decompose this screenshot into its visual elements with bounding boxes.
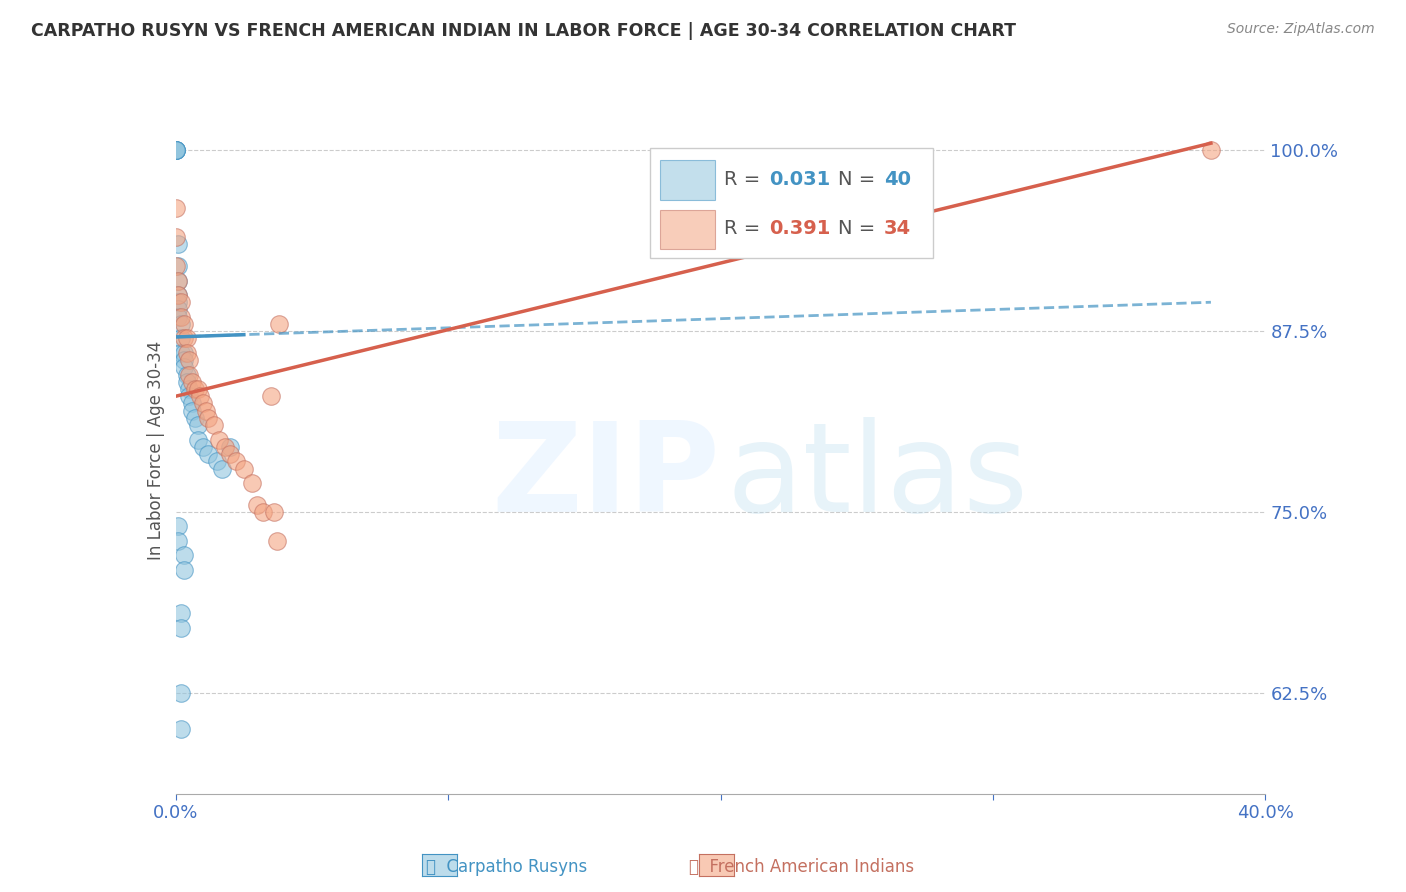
Text: 34: 34	[884, 219, 911, 238]
Point	[186, 382, 209, 396]
Point	[170, 606, 193, 620]
Point	[165, 201, 187, 215]
FancyBboxPatch shape	[659, 210, 716, 249]
FancyBboxPatch shape	[659, 161, 716, 200]
Point	[240, 475, 263, 490]
Point	[173, 353, 195, 368]
Point	[170, 722, 193, 736]
Point	[191, 396, 214, 410]
Point	[176, 346, 198, 360]
Point	[252, 505, 274, 519]
Point	[170, 331, 193, 345]
Point	[205, 454, 228, 468]
Point	[179, 353, 201, 368]
Point	[170, 346, 193, 360]
Point	[170, 686, 193, 700]
Point	[266, 533, 288, 548]
Point	[165, 259, 187, 273]
Point	[173, 360, 195, 375]
Point	[167, 288, 190, 302]
Point	[219, 447, 242, 461]
Point	[208, 433, 231, 447]
Point	[176, 375, 198, 389]
Point	[188, 389, 211, 403]
Point	[167, 237, 190, 252]
Point	[167, 519, 190, 533]
Text: N =: N =	[838, 219, 882, 238]
Text: atlas: atlas	[725, 417, 1028, 539]
Point	[173, 549, 195, 563]
Point	[181, 403, 204, 417]
Point	[165, 144, 187, 158]
Point	[1199, 144, 1222, 158]
Point	[211, 461, 233, 475]
Point	[167, 274, 190, 288]
Y-axis label: In Labor Force | Age 30-34: In Labor Force | Age 30-34	[146, 341, 165, 560]
Text: R =: R =	[724, 219, 766, 238]
Point	[173, 563, 195, 577]
Text: ZIP: ZIP	[492, 417, 721, 539]
Point	[194, 403, 217, 417]
Text: R =: R =	[724, 170, 766, 189]
Point	[260, 389, 283, 403]
Text: N =: N =	[838, 170, 882, 189]
Text: CARPATHO RUSYN VS FRENCH AMERICAN INDIAN IN LABOR FORCE | AGE 30-34 CORRELATION : CARPATHO RUSYN VS FRENCH AMERICAN INDIAN…	[31, 22, 1017, 40]
Point	[167, 295, 190, 310]
Point	[202, 418, 225, 433]
Point	[170, 295, 193, 310]
Point	[173, 331, 195, 345]
Point	[165, 144, 187, 158]
Point	[184, 382, 207, 396]
Point	[179, 382, 201, 396]
Point	[214, 440, 236, 454]
Point	[179, 389, 201, 403]
Text: 40: 40	[884, 170, 911, 189]
Point	[179, 368, 201, 382]
Point	[167, 259, 190, 273]
Point	[219, 440, 242, 454]
Point	[165, 230, 187, 244]
Text: Source: ZipAtlas.com: Source: ZipAtlas.com	[1227, 22, 1375, 37]
Point	[167, 288, 190, 302]
Point	[165, 144, 187, 158]
Point	[176, 331, 198, 345]
Point	[184, 411, 207, 425]
Point	[165, 144, 187, 158]
Point	[263, 505, 285, 519]
Point	[225, 454, 247, 468]
Point	[246, 498, 269, 512]
FancyBboxPatch shape	[650, 148, 934, 258]
Point	[197, 411, 219, 425]
Text: 0.031: 0.031	[769, 170, 831, 189]
Point	[186, 433, 209, 447]
Point	[269, 317, 291, 331]
Text: ⬜  Carpatho Rusyns: ⬜ Carpatho Rusyns	[426, 858, 586, 876]
Point	[173, 317, 195, 331]
Point	[167, 274, 190, 288]
Point	[232, 461, 254, 475]
Text: 0.391: 0.391	[769, 219, 831, 238]
Point	[191, 440, 214, 454]
Point	[197, 447, 219, 461]
Point	[173, 346, 195, 360]
Point	[170, 310, 193, 324]
Point	[170, 621, 193, 635]
Point	[167, 310, 190, 324]
Point	[167, 533, 190, 548]
Point	[176, 368, 198, 382]
Point	[181, 375, 204, 389]
Point	[167, 302, 190, 317]
Point	[186, 418, 209, 433]
Point	[181, 396, 204, 410]
Point	[165, 144, 187, 158]
Point	[170, 317, 193, 331]
Text: ⬜  French American Indians: ⬜ French American Indians	[689, 858, 914, 876]
